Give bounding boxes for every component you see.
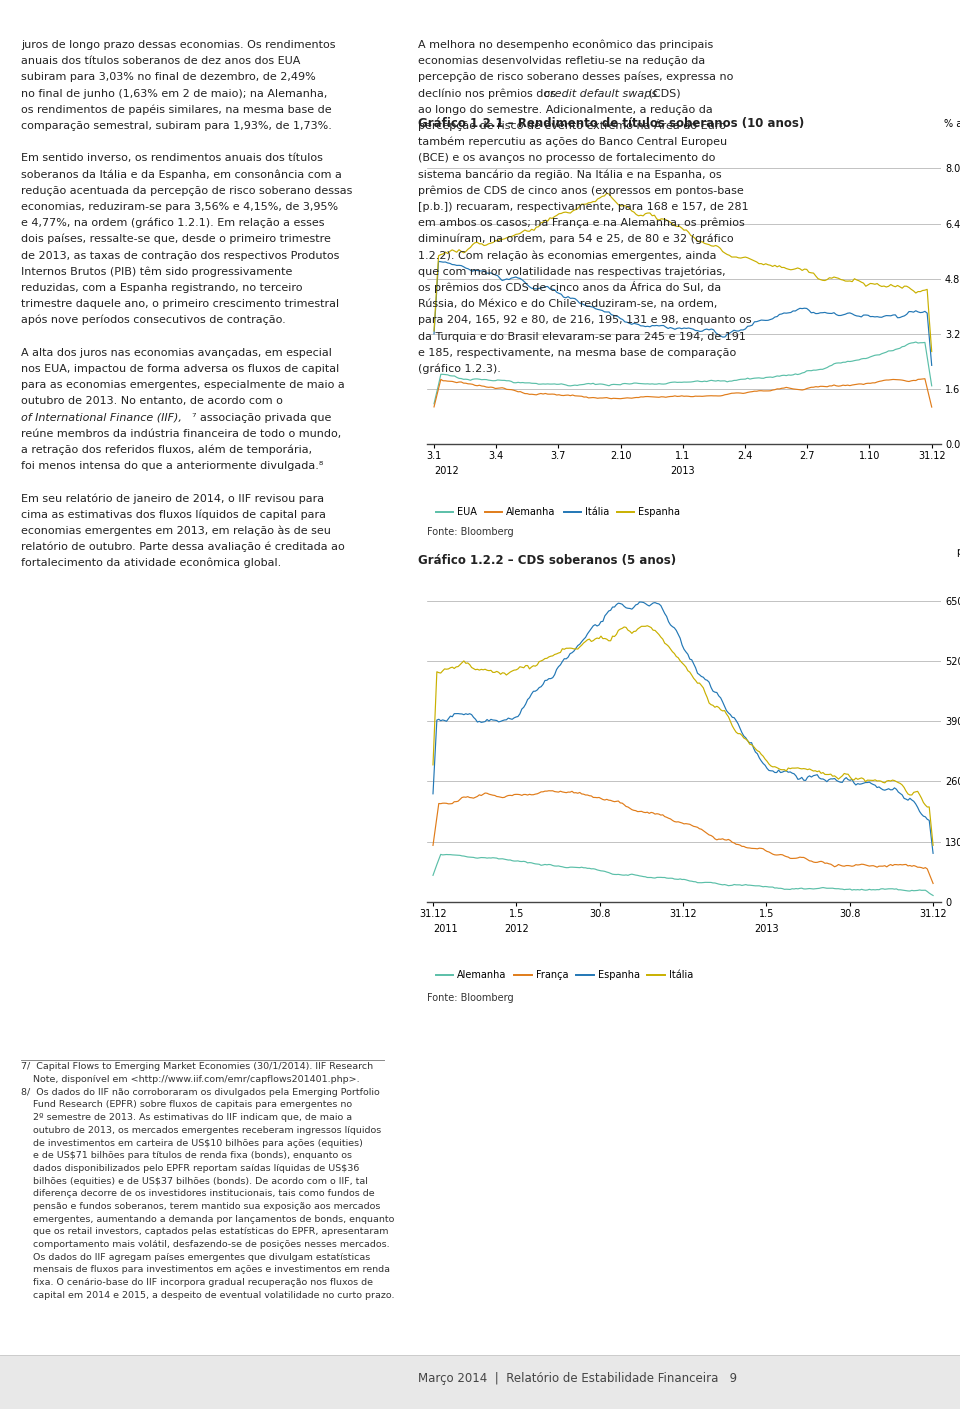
Text: bilhões (equities) e de US$37 bilhões (bonds). De acordo com o IIF, tal: bilhões (equities) e de US$37 bilhões (b… [21, 1177, 368, 1185]
Text: e 185, respectivamente, na mesma base de comparação: e 185, respectivamente, na mesma base de… [418, 348, 736, 358]
Text: após nove períodos consecutivos de contração.: após nove períodos consecutivos de contr… [21, 314, 286, 325]
Text: 2013: 2013 [754, 924, 779, 934]
Text: A alta dos juros nas economias avançadas, em especial: A alta dos juros nas economias avançadas… [21, 348, 332, 358]
Text: credit default swaps: credit default swaps [544, 89, 658, 99]
Text: 2013: 2013 [670, 466, 695, 476]
Text: Rússia, do México e do Chile reduziram-se, na ordem,: Rússia, do México e do Chile reduziram-s… [418, 299, 717, 309]
Text: trimestre daquele ano, o primeiro crescimento trimestral: trimestre daquele ano, o primeiro cresci… [21, 299, 339, 309]
Text: mensais de fluxos para investimentos em ações e investimentos em renda: mensais de fluxos para investimentos em … [21, 1265, 390, 1274]
Text: (BCE) e os avanços no processo de fortalecimento do: (BCE) e os avanços no processo de fortal… [418, 154, 715, 163]
Text: % a.a.: % a.a. [944, 118, 960, 128]
Legend: Alemanha, França, Espanha, Itália: Alemanha, França, Espanha, Itália [432, 967, 697, 983]
Text: que com maior volatilidade nas respectivas trajetórias,: que com maior volatilidade nas respectiv… [418, 266, 725, 276]
Text: emergentes, aumentando a demanda por lançamentos de bonds, enquanto: emergentes, aumentando a demanda por lan… [21, 1215, 395, 1223]
Text: declínio nos prêmios dos: declínio nos prêmios dos [418, 87, 559, 99]
Text: economias, reduziram-se para 3,56% e 4,15%, de 3,95%: economias, reduziram-se para 3,56% e 4,1… [21, 201, 338, 211]
Text: da Turquia e do Brasil elevaram-se para 245 e 194, de 191: da Turquia e do Brasil elevaram-se para … [418, 331, 746, 341]
Text: e 4,77%, na ordem (gráfico 1.2.1). Em relação a esses: e 4,77%, na ordem (gráfico 1.2.1). Em re… [21, 217, 324, 228]
Text: para as economias emergentes, especialmente de maio a: para as economias emergentes, especialme… [21, 380, 345, 390]
Text: (gráfico 1.2.3).: (gráfico 1.2.3). [418, 364, 500, 373]
Text: comportamento mais volátil, desfazendo-se de posições nesses mercados.: comportamento mais volátil, desfazendo-s… [21, 1240, 390, 1248]
Text: foi menos intensa do que a anteriormente divulgada.⁸: foi menos intensa do que a anteriormente… [21, 461, 324, 471]
Text: diminuíram, na ordem, para 54 e 25, de 80 e 32 (gráfico: diminuíram, na ordem, para 54 e 25, de 8… [418, 234, 733, 244]
Text: 2012: 2012 [504, 924, 529, 934]
Text: 2012: 2012 [434, 466, 459, 476]
Text: os rendimentos de papéis similares, na mesma base de: os rendimentos de papéis similares, na m… [21, 104, 332, 114]
Text: 7/  Capital Flows to Emerging Market Economies (30/1/2014). IIF Research: 7/ Capital Flows to Emerging Market Econ… [21, 1062, 373, 1071]
Text: 1.2.2). Com relação às economias emergentes, ainda: 1.2.2). Com relação às economias emergen… [418, 249, 716, 261]
Text: anuais dos títulos soberanos de dez anos dos EUA: anuais dos títulos soberanos de dez anos… [21, 56, 300, 66]
Text: os prêmios dos CDS de cinco anos da África do Sul, da: os prêmios dos CDS de cinco anos da Áfri… [418, 280, 721, 293]
Text: nos EUA, impactou de forma adversa os fluxos de capital: nos EUA, impactou de forma adversa os fl… [21, 364, 340, 373]
Text: prêmios de CDS de cinco anos (expressos em pontos-base: prêmios de CDS de cinco anos (expressos … [418, 185, 743, 196]
Text: outubro de 2013. No entanto, de acordo com o: outubro de 2013. No entanto, de acordo c… [21, 396, 286, 406]
Text: (CDS): (CDS) [645, 89, 681, 99]
Text: dados disponibilizados pelo EPFR reportam saídas líquidas de US$36: dados disponibilizados pelo EPFR reporta… [21, 1164, 359, 1172]
Text: Fonte: Bloomberg: Fonte: Bloomberg [427, 993, 514, 1003]
Text: a retração dos referidos fluxos, além de temporária,: a retração dos referidos fluxos, além de… [21, 444, 312, 455]
Text: e de US$71 bilhões para títulos de renda fixa (bonds), enquanto os: e de US$71 bilhões para títulos de renda… [21, 1151, 352, 1160]
Text: 8/  Os dados do IIF não corroboraram os divulgados pela Emerging Portfolio: 8/ Os dados do IIF não corroboraram os d… [21, 1088, 380, 1096]
Text: para 204, 165, 92 e 80, de 216, 195, 131 e 98, enquanto os: para 204, 165, 92 e 80, de 216, 195, 131… [418, 316, 752, 325]
Text: ao longo do semestre. Adicionalmente, a redução da: ao longo do semestre. Adicionalmente, a … [418, 104, 712, 114]
Text: cima as estimativas dos fluxos líquidos de capital para: cima as estimativas dos fluxos líquidos … [21, 509, 326, 520]
Text: juros de longo prazo dessas economias. Os rendimentos: juros de longo prazo dessas economias. O… [21, 39, 336, 49]
Text: Março 2014  |  Relatório de Estabilidade Financeira   9: Março 2014 | Relatório de Estabilidade F… [418, 1372, 736, 1385]
Text: ⁷ associação privada que: ⁷ associação privada que [192, 413, 331, 423]
Text: Em sentido inverso, os rendimentos anuais dos títulos: Em sentido inverso, os rendimentos anuai… [21, 154, 323, 163]
Text: de 2013, as taxas de contração dos respectivos Produtos: de 2013, as taxas de contração dos respe… [21, 251, 340, 261]
Text: subiram para 3,03% no final de dezembro, de 2,49%: subiram para 3,03% no final de dezembro,… [21, 72, 316, 82]
Text: outubro de 2013, os mercados emergentes receberam ingressos líquidos: outubro de 2013, os mercados emergentes … [21, 1126, 381, 1134]
Text: comparação semestral, subiram para 1,93%, de 1,73%.: comparação semestral, subiram para 1,93%… [21, 121, 332, 131]
Text: Gráfico 1.2.2 – CDS soberanos (5 anos): Gráfico 1.2.2 – CDS soberanos (5 anos) [418, 554, 676, 566]
Text: Os dados do IIF agregam países emergentes que divulgam estatísticas: Os dados do IIF agregam países emergente… [21, 1253, 371, 1261]
Text: capital em 2014 e 2015, a despeito de eventual volatilidade no curto prazo.: capital em 2014 e 2015, a despeito de ev… [21, 1291, 395, 1299]
Text: 2º semestre de 2013. As estimativas do IIF indicam que, de maio a: 2º semestre de 2013. As estimativas do I… [21, 1113, 352, 1122]
Text: p.b.: p.b. [956, 548, 960, 558]
Text: soberanos da Itália e da Espanha, em consonância com a: soberanos da Itália e da Espanha, em con… [21, 169, 342, 179]
Text: em ambos os casos; na França e na Alemanha, os prêmios: em ambos os casos; na França e na Aleman… [418, 217, 744, 228]
Text: fortalecimento da atividade econômica global.: fortalecimento da atividade econômica gl… [21, 558, 281, 568]
Text: diferença decorre de os investidores institucionais, tais como fundos de: diferença decorre de os investidores ins… [21, 1189, 374, 1198]
Text: economias emergentes em 2013, em relação às de seu: economias emergentes em 2013, em relação… [21, 526, 331, 535]
Text: of International Finance (IIF),: of International Finance (IIF), [21, 413, 182, 423]
Text: Fonte: Bloomberg: Fonte: Bloomberg [427, 527, 514, 537]
Text: também repercutiu as ações do Banco Central Europeu: também repercutiu as ações do Banco Cent… [418, 137, 727, 147]
Text: de investimentos em carteira de US$10 bilhões para ações (equities): de investimentos em carteira de US$10 bi… [21, 1138, 363, 1147]
Text: 2011: 2011 [433, 924, 458, 934]
Text: A melhora no desempenho econômico das principais: A melhora no desempenho econômico das pr… [418, 39, 713, 49]
Text: Em seu relatório de janeiro de 2014, o IIF revisou para: Em seu relatório de janeiro de 2014, o I… [21, 493, 324, 503]
Text: Internos Brutos (PIB) têm sido progressivamente: Internos Brutos (PIB) têm sido progressi… [21, 266, 293, 276]
Legend: EUA, Alemanha, Itália, Espanha: EUA, Alemanha, Itália, Espanha [432, 503, 684, 521]
Text: economias desenvolvidas refletiu-se na redução da: economias desenvolvidas refletiu-se na r… [418, 56, 705, 66]
Text: Fund Research (EPFR) sobre fluxos de capitais para emergentes no: Fund Research (EPFR) sobre fluxos de cap… [21, 1100, 352, 1109]
Text: reduzidas, com a Espanha registrando, no terceiro: reduzidas, com a Espanha registrando, no… [21, 283, 302, 293]
Text: fixa. O cenário-base do IIF incorpora gradual recuperação nos fluxos de: fixa. O cenário-base do IIF incorpora gr… [21, 1278, 373, 1286]
Text: dois países, ressalte-se que, desde o primeiro trimestre: dois países, ressalte-se que, desde o pr… [21, 234, 331, 244]
Text: sistema bancário da região. Na Itália e na Espanha, os: sistema bancário da região. Na Itália e … [418, 169, 721, 179]
Text: que os retail investors, captados pelas estatísticas do EPFR, apresentaram: que os retail investors, captados pelas … [21, 1227, 389, 1236]
Text: Note, disponível em <http://www.iif.com/emr/capflows201401.php>.: Note, disponível em <http://www.iif.com/… [21, 1075, 360, 1084]
Text: percepção de risco de evento extremo na Área do Euro: percepção de risco de evento extremo na … [418, 118, 726, 131]
Text: [p.b.]) recuaram, respectivamente, para 168 e 157, de 281: [p.b.]) recuaram, respectivamente, para … [418, 201, 748, 211]
Text: Gráfico 1.2.1 – Rendimento de títulos soberanos (10 anos): Gráfico 1.2.1 – Rendimento de títulos so… [418, 117, 804, 130]
Text: reúne membros da indústria financeira de todo o mundo,: reúne membros da indústria financeira de… [21, 428, 342, 438]
Text: no final de junho (1,63% em 2 de maio); na Alemanha,: no final de junho (1,63% em 2 de maio); … [21, 89, 327, 99]
Text: percepção de risco soberano desses países, expressa no: percepção de risco soberano desses paíse… [418, 72, 733, 82]
Text: redução acentuada da percepção de risco soberano dessas: redução acentuada da percepção de risco … [21, 186, 352, 196]
Text: relatório de outubro. Parte dessa avaliação é creditada ao: relatório de outubro. Parte dessa avalia… [21, 541, 345, 552]
Text: pensão e fundos soberanos, terem mantido sua exposição aos mercados: pensão e fundos soberanos, terem mantido… [21, 1202, 380, 1210]
